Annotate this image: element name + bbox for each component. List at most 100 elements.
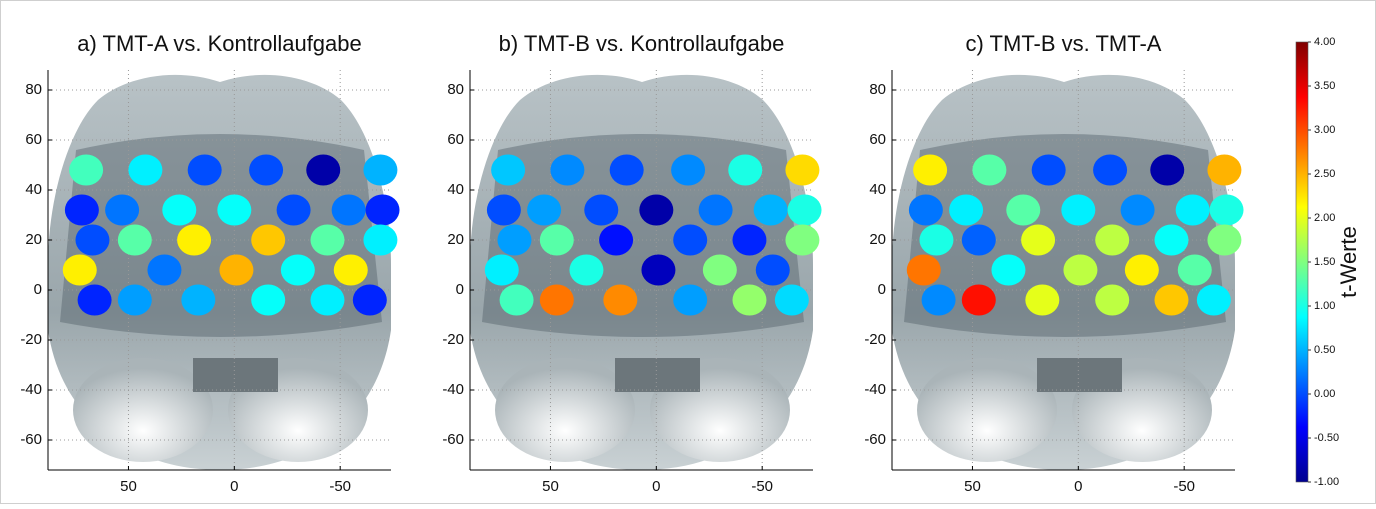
x-tick-label: 0 xyxy=(230,478,238,495)
electrode xyxy=(539,284,574,316)
y-tick-label: -60 xyxy=(864,431,886,448)
electrode xyxy=(1177,254,1212,286)
y-tick-label: -60 xyxy=(20,431,42,448)
electrode xyxy=(755,254,790,286)
colorbar-tick-label: 4.00 xyxy=(1314,36,1335,48)
electrode xyxy=(497,224,532,256)
y-tick-label: 0 xyxy=(34,281,42,298)
electrode xyxy=(219,254,254,286)
electrode xyxy=(906,254,941,286)
x-tick-label: -50 xyxy=(1173,478,1195,495)
electrode xyxy=(187,154,222,186)
electrode xyxy=(732,284,767,316)
electrode xyxy=(919,224,954,256)
electrode xyxy=(913,154,948,186)
electrode xyxy=(785,154,820,186)
electrode xyxy=(177,224,212,256)
electrode xyxy=(251,284,286,316)
electrode xyxy=(1093,154,1128,186)
colorbar xyxy=(1295,41,1309,483)
colorbar-tick-label: 0.00 xyxy=(1314,388,1335,400)
y-tick-label: 80 xyxy=(447,81,464,98)
electrode xyxy=(753,194,788,226)
y-tick-label: 40 xyxy=(869,181,886,198)
electrode xyxy=(147,254,182,286)
electrode xyxy=(641,254,676,286)
electrode xyxy=(1124,254,1159,286)
electrode xyxy=(333,254,368,286)
electrode xyxy=(1175,194,1210,226)
y-tick-label: 40 xyxy=(447,181,464,198)
x-tick-label: -50 xyxy=(751,478,773,495)
y-tick-label: 20 xyxy=(869,231,886,248)
electrode xyxy=(1209,194,1244,226)
head-bulb xyxy=(917,358,1057,462)
electrode xyxy=(1150,154,1185,186)
electrode xyxy=(1154,224,1189,256)
electrode xyxy=(702,254,737,286)
y-tick-label: 40 xyxy=(25,181,42,198)
neck xyxy=(615,358,700,392)
y-tick-label: 80 xyxy=(25,81,42,98)
electrode xyxy=(331,194,366,226)
electrode xyxy=(306,154,341,186)
electrode xyxy=(921,284,956,316)
electrode xyxy=(639,194,674,226)
electrode xyxy=(1021,224,1056,256)
electrode xyxy=(363,154,398,186)
y-tick-label: 60 xyxy=(25,131,42,148)
x-tick-label: 0 xyxy=(1074,478,1082,495)
x-tick-label: 50 xyxy=(542,478,559,495)
y-tick-label: 20 xyxy=(25,231,42,248)
electrode xyxy=(774,284,809,316)
x-tick-label: 50 xyxy=(964,478,981,495)
electrode xyxy=(181,284,216,316)
electrode xyxy=(77,284,112,316)
electrode xyxy=(1095,284,1130,316)
electrode xyxy=(69,154,104,186)
electrode xyxy=(363,224,398,256)
panel-title: c) TMT-B vs. TMT-A xyxy=(966,31,1162,56)
electrode xyxy=(64,194,99,226)
x-tick-label: 50 xyxy=(120,478,137,495)
y-tick-label: 20 xyxy=(447,231,464,248)
electrode xyxy=(1120,194,1155,226)
electrode xyxy=(280,254,315,286)
electrode xyxy=(128,154,163,186)
head-bulb xyxy=(73,358,213,462)
y-tick-label: -20 xyxy=(442,331,464,348)
electrode xyxy=(1207,154,1242,186)
x-tick-label: 0 xyxy=(652,478,660,495)
electrode xyxy=(539,224,574,256)
electrode xyxy=(603,284,638,316)
electrode xyxy=(961,284,996,316)
electrode xyxy=(584,194,619,226)
y-tick-label: 60 xyxy=(869,131,886,148)
electrode xyxy=(991,254,1026,286)
neck xyxy=(193,358,278,392)
colorbar-tick-label: -0.50 xyxy=(1314,432,1339,444)
electrode xyxy=(1207,224,1242,256)
colorbar-tick-label: 2.50 xyxy=(1314,168,1335,180)
electrode xyxy=(527,194,562,226)
electrode xyxy=(75,224,110,256)
electrode xyxy=(569,254,604,286)
electrode xyxy=(1006,194,1041,226)
electrode xyxy=(491,154,526,186)
electrode xyxy=(1063,254,1098,286)
electrode xyxy=(972,154,1007,186)
electrode xyxy=(310,224,345,256)
electrode xyxy=(117,284,152,316)
y-tick-label: -20 xyxy=(20,331,42,348)
neck xyxy=(1037,358,1122,392)
electrode xyxy=(217,194,252,226)
electrode xyxy=(698,194,733,226)
panel-title: a) TMT-A vs. Kontrollaufgabe xyxy=(77,31,362,56)
y-tick-label: 0 xyxy=(878,281,886,298)
y-tick-label: -60 xyxy=(442,431,464,448)
y-tick-label: -20 xyxy=(864,331,886,348)
electrode xyxy=(62,254,97,286)
electrode xyxy=(787,194,822,226)
electrode xyxy=(105,194,140,226)
